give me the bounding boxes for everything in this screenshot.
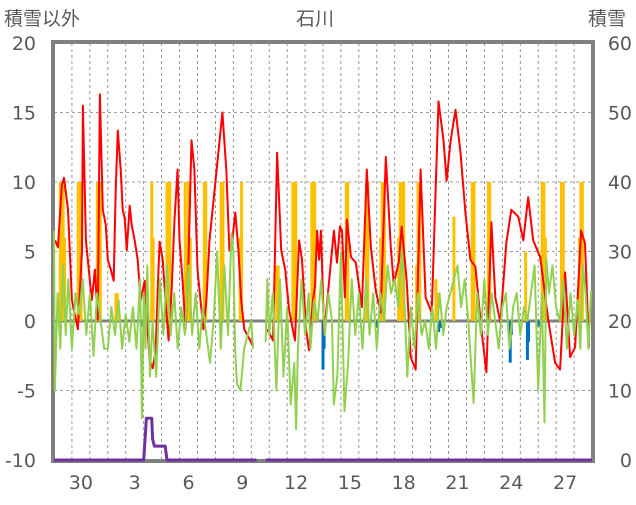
- left-tick-label: 0: [24, 311, 36, 333]
- x-tick-label: 27: [553, 472, 577, 494]
- left-tick-label: 15: [12, 103, 36, 125]
- orange-bar: [452, 216, 456, 321]
- orange-bar: [313, 182, 317, 321]
- left-tick-label: 20: [12, 33, 36, 55]
- right-tick-label: 20: [608, 311, 632, 333]
- right-axis-label: 積雪: [588, 8, 626, 30]
- orange-bar: [382, 182, 386, 321]
- right-tick-label: 0: [620, 450, 632, 472]
- orange-bar: [276, 265, 280, 321]
- x-tick-label: 18: [392, 472, 416, 494]
- right-tick-label: 60: [608, 33, 632, 55]
- orange-bar: [219, 182, 223, 321]
- left-tick-label: -10: [5, 450, 36, 472]
- orange-bar: [240, 182, 244, 321]
- blue-bar: [140, 321, 144, 327]
- x-tick-label: 3: [129, 472, 141, 494]
- x-tick-label: 30: [69, 472, 93, 494]
- line-series: [53, 93, 593, 462]
- axes: -10 -5 0 5 10 15 20 0 10 20 30 40 50 60 30 3 6 9 12 15 18 21 2…: [5, 33, 632, 494]
- left-tick-label: 10: [12, 172, 36, 194]
- orange-bar: [63, 237, 67, 321]
- red-line: [54, 93, 254, 370]
- blue-bar: [537, 321, 541, 327]
- orange-bar: [221, 182, 225, 321]
- left-tick-label: -5: [17, 381, 36, 403]
- x-tick-label: 21: [445, 472, 469, 494]
- left-axis-label: 積雪以外: [4, 8, 80, 30]
- blue-bar: [375, 321, 379, 328]
- purple-line: [54, 416, 257, 462]
- chart-title: 石川: [296, 8, 334, 30]
- orange-bar: [561, 182, 565, 321]
- blue-bar: [438, 321, 442, 328]
- green-line: [53, 230, 255, 420]
- left-tick-label: 5: [24, 242, 36, 264]
- right-tick-label: 10: [608, 381, 632, 403]
- orange-bar: [204, 182, 208, 321]
- orange-bar: [366, 182, 370, 321]
- orange-bar: [435, 293, 439, 321]
- blue-bar: [527, 321, 531, 342]
- orange-bar: [151, 237, 155, 321]
- right-tick-label: 50: [608, 103, 632, 125]
- gridlines: [54, 43, 592, 460]
- orange-bar: [418, 182, 422, 321]
- orange-bar: [188, 237, 192, 321]
- orange-bar: [580, 182, 584, 321]
- red-line: [266, 100, 590, 374]
- orange-bar: [294, 182, 298, 321]
- x-tick-label: 24: [499, 472, 523, 494]
- orange-bar: [524, 251, 528, 321]
- orange-bar: [168, 182, 172, 321]
- green-line: [264, 250, 593, 431]
- x-tick-label: 6: [182, 472, 194, 494]
- x-tick-label: 12: [284, 472, 308, 494]
- x-tick-label: 9: [236, 472, 248, 494]
- orange-bar: [346, 182, 350, 321]
- orange-bar: [540, 182, 544, 321]
- orange-bar: [560, 182, 564, 321]
- orange-bar: [472, 182, 476, 321]
- right-tick-label: 40: [608, 172, 632, 194]
- orange-bar: [98, 182, 102, 321]
- right-tick-label: 30: [608, 242, 632, 264]
- orange-bar: [470, 182, 474, 321]
- x-tick-label: 15: [338, 472, 362, 494]
- blue-bar: [437, 321, 441, 333]
